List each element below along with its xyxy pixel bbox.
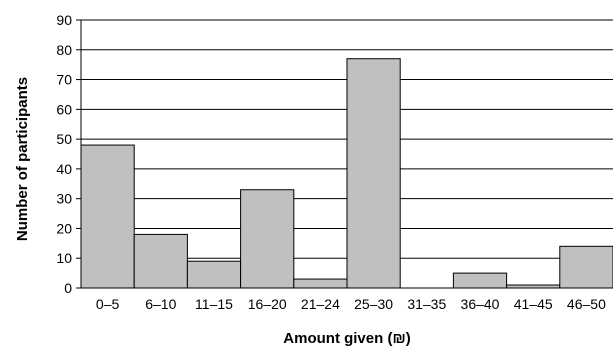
bar-0–5: [81, 145, 134, 288]
x-tick-label: 21–24: [301, 296, 340, 312]
x-tick-labels: 0–5 6–10 11–15 16–20 21–24 25–30 31–35 36–40 41–…: [96, 296, 606, 312]
y-tick-label: 70: [56, 72, 72, 88]
x-tick-label: 46–50: [567, 296, 606, 312]
y-tick-labels: 0 10 20 30 40 50 60 70 80 90: [56, 12, 72, 296]
y-tick-label: 80: [56, 42, 72, 58]
y-tick-label: 20: [56, 220, 72, 236]
bars: [81, 59, 613, 288]
x-tick-label: 0–5: [96, 296, 120, 312]
y-tick-label: 0: [64, 280, 72, 296]
x-tick-label: 6–10: [145, 296, 176, 312]
x-tick-label: 16–20: [248, 296, 287, 312]
bar-11–15: [187, 261, 240, 288]
y-axis-title: Number of participants: [14, 77, 31, 241]
x-tick-label: 11–15: [195, 296, 233, 312]
bar-36–40: [453, 273, 506, 288]
bar-46–50: [560, 246, 613, 288]
x-tick-label: 25–30: [354, 296, 393, 312]
x-tick-label: 41–45: [514, 296, 553, 312]
y-tick-label: 60: [56, 101, 72, 117]
y-tick-label: 30: [56, 191, 72, 207]
bar-25–30: [347, 59, 400, 288]
y-tick-label: 90: [56, 12, 72, 28]
x-tick-label: 31–35: [407, 296, 446, 312]
bar-21–24: [294, 279, 347, 288]
y-tick-label: 50: [56, 131, 72, 147]
x-tick-label: 36–40: [461, 296, 500, 312]
y-tick-label: 10: [56, 250, 72, 266]
bar-16–20: [241, 190, 294, 288]
y-tick-label: 40: [56, 161, 72, 177]
bar-6–10: [134, 234, 187, 288]
x-axis-title: Amount given (₪): [283, 330, 410, 347]
